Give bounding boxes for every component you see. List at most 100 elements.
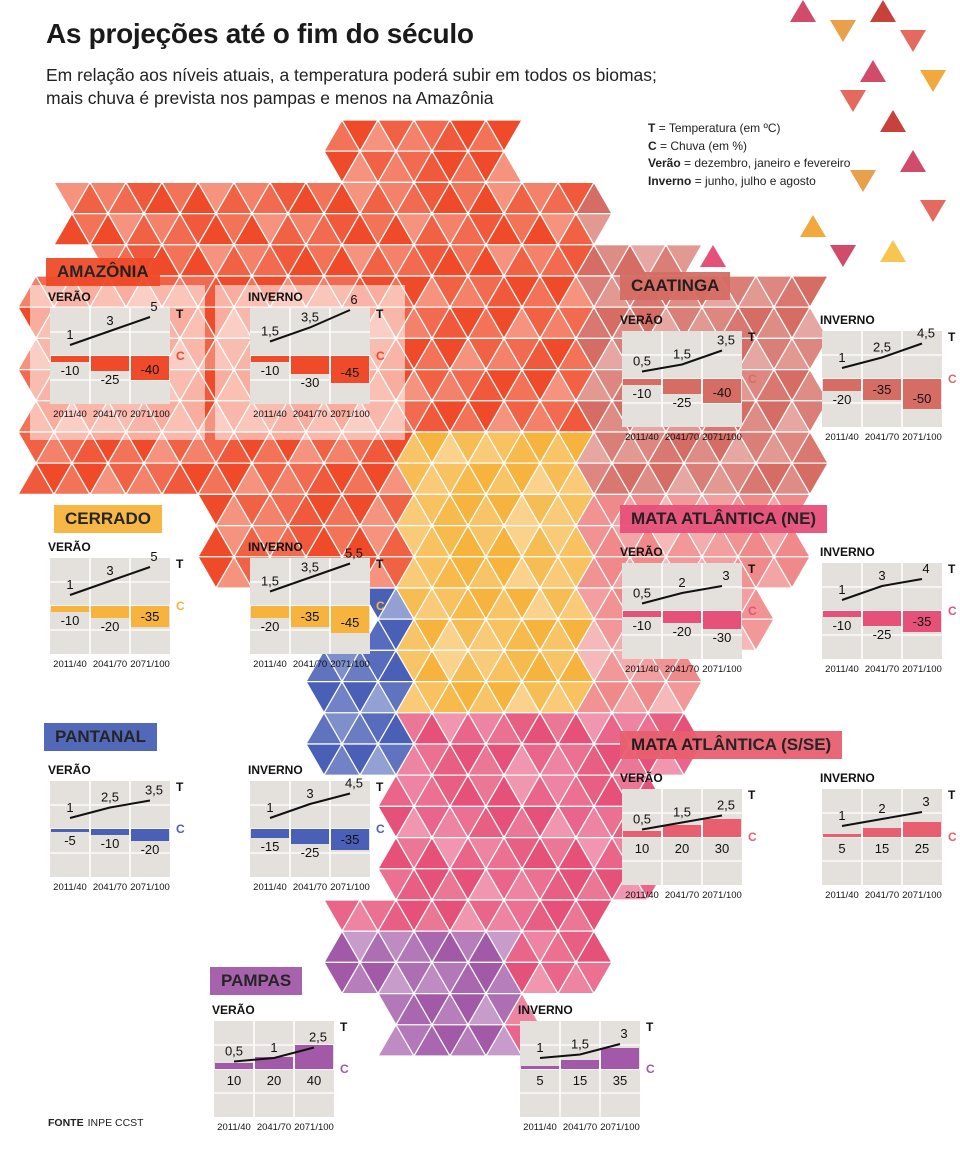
- temperature-axis-marker: T: [176, 557, 184, 571]
- rain-bar: [623, 611, 661, 617]
- rain-bar: [295, 1045, 333, 1069]
- rain-axis-marker: C: [948, 604, 957, 618]
- temperature-label: 1,5: [673, 347, 691, 362]
- rain-label: -25: [101, 372, 120, 387]
- rain-bar: [251, 829, 289, 838]
- temperature-label: 3: [878, 568, 885, 583]
- rain-label: -10: [633, 618, 652, 633]
- rain-axis-marker: C: [376, 599, 385, 613]
- temperature-line: [841, 342, 923, 369]
- rain-bar: [291, 829, 329, 844]
- period-tick-label: 2041/70: [865, 664, 899, 675]
- rain-bar: [903, 822, 941, 837]
- period-tick-label: 2071/100: [902, 890, 942, 901]
- rain-label: -25: [301, 845, 320, 860]
- rain-axis-marker: C: [748, 604, 757, 618]
- legend-winter: Inverno = junho, julho e agosto: [648, 173, 816, 188]
- season-label: VERÃO: [48, 762, 91, 777]
- temperature-axis-marker: T: [376, 780, 384, 794]
- temperature-axis-marker: T: [376, 557, 384, 571]
- period-tick-label: 2071/100: [330, 409, 370, 420]
- rain-bar: [51, 829, 89, 832]
- chart-panel-pantanal-inverno: INVERNO -15 -25 -35 1 3 4,5 T C 2011/40 2041/70 207…: [248, 763, 448, 903]
- period-tick-label: 2011/40: [523, 1122, 557, 1133]
- temperature-label: 1: [66, 327, 73, 342]
- rain-bar: [521, 1066, 559, 1069]
- rain-bar: [51, 356, 89, 362]
- rain-label: -10: [61, 363, 80, 378]
- rain-bar: [251, 356, 289, 362]
- biome-label-caatinga: CAATINGA: [620, 272, 731, 300]
- rain-label: -35: [873, 382, 892, 397]
- rain-bar: [863, 611, 901, 626]
- period-tick-label: 2011/40: [253, 409, 287, 420]
- period-tick-label: 2011/40: [253, 882, 287, 893]
- season-label: VERÃO: [620, 312, 663, 327]
- temperature-label: 2,5: [309, 1030, 327, 1045]
- period-tick-label: 2071/100: [902, 432, 942, 443]
- rain-label: -10: [261, 363, 280, 378]
- period-tick-label: 2041/70: [93, 882, 127, 893]
- rain-label: -30: [713, 630, 732, 645]
- temperature-axis-marker: T: [376, 307, 384, 321]
- period-tick-label: 2071/100: [702, 432, 742, 443]
- temperature-line: [69, 566, 151, 596]
- rain-label: -40: [141, 362, 160, 377]
- temperature-label: 1,5: [261, 574, 279, 589]
- biome-label-mata_ne: MATA ATLÂNTICA (NE): [620, 505, 828, 533]
- rain-label: 20: [267, 1073, 281, 1088]
- rain-bar: [663, 379, 701, 394]
- rain-bar: [623, 831, 661, 837]
- period-tick-label: 2071/100: [294, 1122, 334, 1133]
- rain-bar: [131, 356, 169, 380]
- season-label: INVERNO: [820, 313, 875, 327]
- season-label: VERÃO: [620, 544, 663, 559]
- temperature-axis-marker: T: [748, 788, 756, 802]
- rain-label: 10: [227, 1073, 241, 1088]
- temperature-label: 3,5: [717, 333, 735, 348]
- biome-label-mata_sse: MATA ATLÂNTICA (S/SE): [620, 731, 843, 759]
- chart-panel-cerrado-verao: VERÃO -10 -20 -35 1 3 5 T C 2011/40 2041/70 2071/10…: [48, 539, 248, 680]
- rain-label: -15: [261, 839, 280, 854]
- temperature-axis-marker: T: [340, 1020, 348, 1034]
- rain-label: -20: [101, 619, 120, 634]
- temperature-label: 0,5: [633, 812, 651, 827]
- temperature-axis-marker: T: [176, 307, 184, 321]
- period-tick-label: 2011/40: [825, 890, 859, 901]
- page-title: As projeções até o fim do século: [46, 18, 474, 49]
- chart-panel-pampas-inverno: INVERNO 5 15 35 1 1,5 3 T C 2011/40 2041/70 2071/10…: [518, 1003, 718, 1143]
- rain-axis-marker: C: [176, 599, 185, 613]
- period-tick-label: 2071/100: [130, 882, 170, 893]
- rain-label: 20: [675, 841, 689, 856]
- rain-axis-marker: C: [646, 1062, 655, 1076]
- rain-bar: [863, 828, 901, 837]
- rain-label: 15: [875, 841, 889, 856]
- rain-label: -5: [64, 833, 76, 848]
- rain-label: -20: [833, 392, 852, 407]
- season-label: VERÃO: [620, 770, 663, 785]
- period-tick-label: 2011/40: [253, 659, 287, 670]
- temperature-label: 1: [838, 582, 845, 597]
- rain-bar: [703, 379, 741, 403]
- chart-panel-mata_ne-inverno: INVERNO -10 -25 -35 1 3 4 T C 2011/40 2041/70 2071/…: [820, 545, 960, 685]
- chart-panel-pampas-verao: VERÃO 10 20 40 0,5 1 2,5 T C 2011/40 2041/70 2071/1…: [212, 1002, 412, 1143]
- rain-axis-marker: C: [176, 349, 185, 363]
- rain-label: -20: [673, 624, 692, 639]
- rain-label: 15: [573, 1073, 587, 1088]
- rain-bar: [331, 606, 369, 633]
- rain-label: 35: [613, 1073, 627, 1088]
- rain-bar: [91, 829, 129, 835]
- rain-label: -35: [913, 614, 932, 629]
- rain-label: -10: [101, 836, 120, 851]
- rain-bar: [703, 819, 741, 837]
- rain-bar: [703, 611, 741, 629]
- season-label: INVERNO: [820, 771, 875, 785]
- period-tick-label: 2071/100: [330, 659, 370, 670]
- temperature-label: 2,5: [873, 340, 891, 355]
- biome-label-pantanal: PANTANAL: [44, 723, 157, 751]
- rain-bar: [663, 611, 701, 623]
- rain-bar: [823, 834, 861, 837]
- rain-bar: [91, 606, 129, 618]
- rain-bar: [331, 356, 369, 383]
- legend-temperature: T = Temperatura (em ºC): [648, 121, 781, 135]
